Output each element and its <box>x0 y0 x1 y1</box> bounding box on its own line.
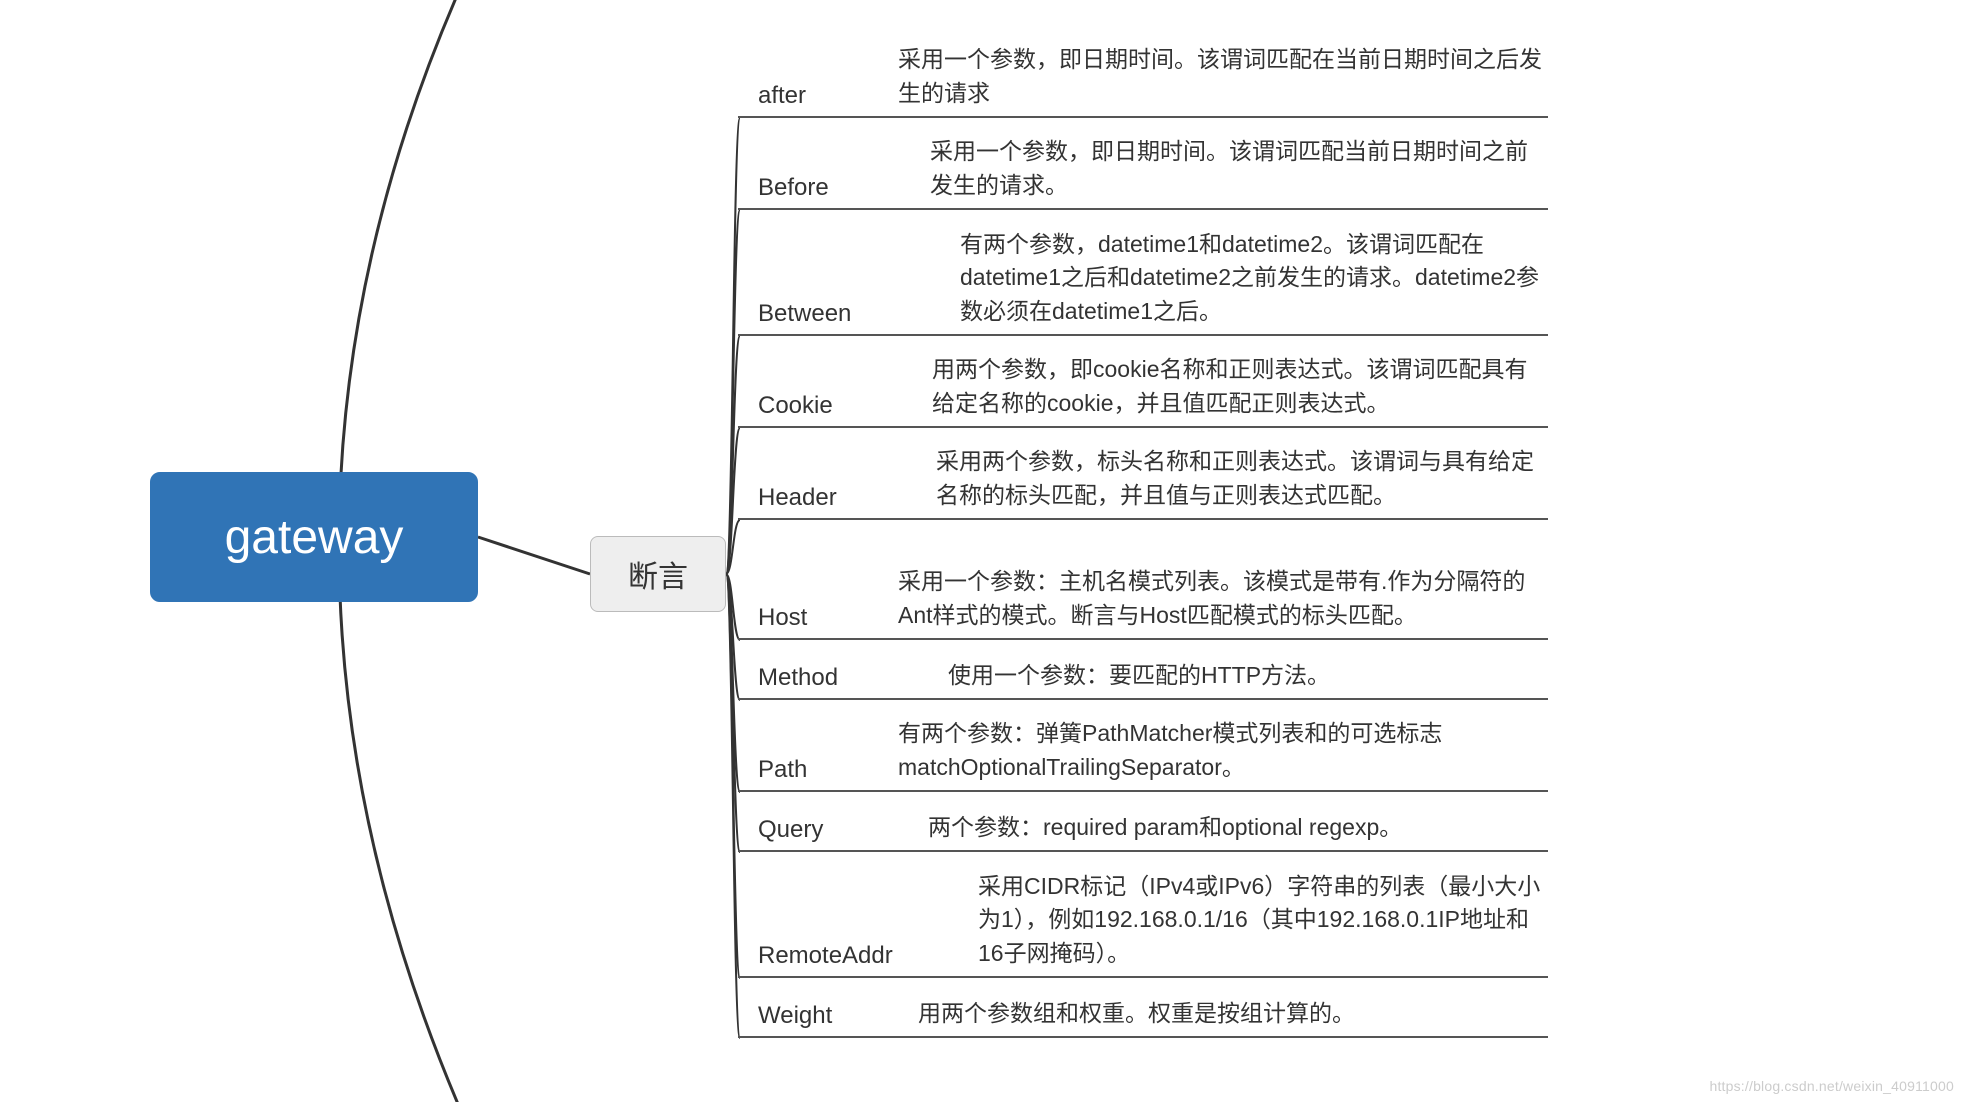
leaf-row-host[interactable]: Host采用一个参数：主机名模式列表。该模式是带有.作为分隔符的Ant样式的模式… <box>738 540 1548 640</box>
leaf-row-cookie[interactable]: Cookie用两个参数，即cookie名称和正则表达式。该谓词匹配具有给定名称的… <box>738 358 1548 428</box>
sub-node-predicates[interactable]: 断言 <box>590 536 726 612</box>
leaf-desc: 使用一个参数：要匹配的HTTP方法。 <box>948 659 1548 692</box>
leaf-name: Path <box>758 756 898 784</box>
leaf-desc: 有两个参数：弹簧PathMatcher模式列表和的可选标志matchOption… <box>898 717 1548 784</box>
leaf-row-remoteaddr[interactable]: RemoteAddr采用CIDR标记（IPv4或IPv6）字符串的列表（最小大小… <box>738 874 1548 978</box>
root-node-gateway[interactable]: gateway <box>150 472 478 602</box>
watermark: https://blog.csdn.net/weixin_40911000 <box>1709 1078 1954 1094</box>
leaf-desc: 采用一个参数：主机名模式列表。该模式是带有.作为分隔符的Ant样式的模式。断言与… <box>898 565 1548 632</box>
leaf-desc: 用两个参数，即cookie名称和正则表达式。该谓词匹配具有给定名称的cookie… <box>932 353 1548 420</box>
leaf-row-before[interactable]: Before采用一个参数，即日期时间。该谓词匹配当前日期时间之前发生的请求。 <box>738 140 1548 210</box>
leaf-name: Cookie <box>758 392 932 420</box>
leaf-name: Header <box>758 484 936 512</box>
leaf-row-after[interactable]: after采用一个参数，即日期时间。该谓词匹配在当前日期时间之后发生的请求 <box>738 48 1548 118</box>
leaf-desc: 采用两个参数，标头名称和正则表达式。该谓词与具有给定名称的标头匹配，并且值与正则… <box>936 445 1548 512</box>
sub-label: 断言 <box>628 552 688 596</box>
leaf-desc: 采用CIDR标记（IPv4或IPv6）字符串的列表（最小大小为1），例如192.… <box>978 870 1548 970</box>
leaf-name: RemoteAddr <box>758 942 978 970</box>
leaf-name: Before <box>758 174 930 202</box>
leaf-desc: 采用一个参数，即日期时间。该谓词匹配在当前日期时间之后发生的请求 <box>898 43 1548 110</box>
leaf-name: Between <box>758 300 960 328</box>
leaf-desc: 有两个参数，datetime1和datetime2。该谓词匹配在datetime… <box>960 228 1548 328</box>
leaf-desc: 两个参数：required param和optional regexp。 <box>928 811 1548 844</box>
leaf-desc: 采用一个参数，即日期时间。该谓词匹配当前日期时间之前发生的请求。 <box>930 135 1548 202</box>
leaf-name: Method <box>758 664 948 692</box>
leaf-desc: 用两个参数组和权重。权重是按组计算的。 <box>918 997 1548 1030</box>
leaf-name: after <box>758 82 898 110</box>
leaf-row-path[interactable]: Path有两个参数：弹簧PathMatcher模式列表和的可选标志matchOp… <box>738 722 1548 792</box>
leaf-row-query[interactable]: Query两个参数：required param和optional regexp… <box>738 812 1548 852</box>
leaf-name: Host <box>758 604 898 632</box>
leaf-name: Query <box>758 816 928 844</box>
leaf-row-between[interactable]: Between有两个参数，datetime1和datetime2。该谓词匹配在d… <box>738 232 1548 336</box>
root-label: gateway <box>225 510 404 565</box>
link-root-sub <box>478 537 590 574</box>
leaf-row-weight[interactable]: Weight用两个参数组和权重。权重是按组计算的。 <box>738 998 1548 1038</box>
leaf-name: Weight <box>758 1002 918 1030</box>
leaf-row-header[interactable]: Header采用两个参数，标头名称和正则表达式。该谓词与具有给定名称的标头匹配，… <box>738 450 1548 520</box>
leaf-row-method[interactable]: Method使用一个参数：要匹配的HTTP方法。 <box>738 660 1548 700</box>
